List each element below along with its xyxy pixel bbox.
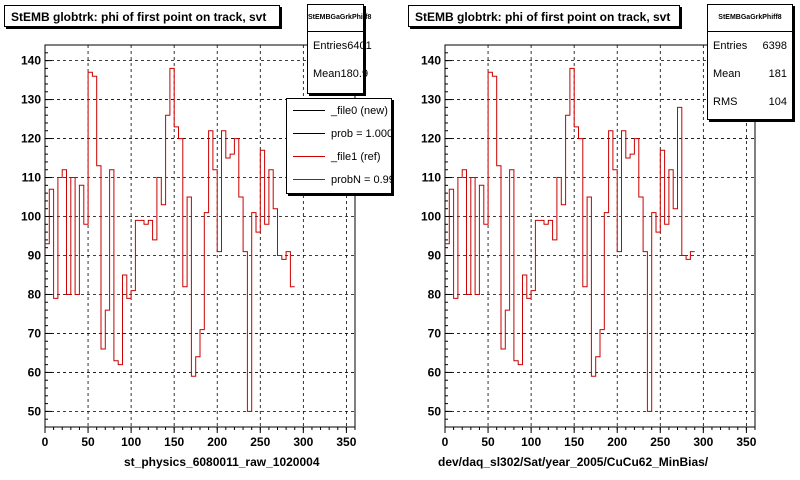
x-tick-label: 300 bbox=[293, 435, 313, 449]
x-axis-label-right: dev/daq_sl302/Sat/year_2005/CuCu62_MinBi… bbox=[438, 455, 709, 469]
x-tick-label: 150 bbox=[164, 435, 184, 449]
legend-entry: _file1 (ref) bbox=[287, 145, 391, 168]
stats-entries-row-right: Entries 6398 bbox=[708, 32, 792, 60]
y-tick-label: 70 bbox=[28, 326, 42, 340]
legend-entry: _file0 (new) bbox=[287, 99, 391, 122]
histogram-right: 0 50 100 150 200 250 300 350 50 60 70 80 90 100 110 120… bbox=[421, 44, 757, 449]
x-axis-label-left: st_physics_6080011_raw_1020004 bbox=[124, 455, 320, 469]
legend-entry: probN = 0.99977 bbox=[287, 168, 391, 191]
x-tick-label: 250 bbox=[250, 435, 270, 449]
stats-mean-value-left: 180.9 bbox=[340, 68, 369, 80]
x-tick-label: 200 bbox=[207, 435, 227, 449]
y-tick-label: 90 bbox=[28, 248, 42, 262]
stats-title-left: StEMBGaGrkPhiff8 bbox=[308, 5, 371, 32]
legend-left: _file0 (new) prob = 1.000000 _file1 (ref… bbox=[286, 98, 392, 194]
y-tick-label: 110 bbox=[422, 171, 442, 185]
y-tick-label: 50 bbox=[28, 404, 42, 418]
y-tick-label: 140 bbox=[421, 54, 441, 68]
stats-entries-label-right: Entries bbox=[713, 40, 748, 52]
legend-swatch bbox=[293, 110, 325, 111]
stats-mean-row-left: Mean 180.9 bbox=[308, 60, 368, 88]
corner-note bbox=[8, 466, 10, 473]
chart-title-right: StEMB globtrk: phi of first point on tra… bbox=[408, 5, 680, 27]
histogram-line-left bbox=[45, 67, 295, 412]
stats-rms-label-right: RMS bbox=[713, 96, 738, 108]
x-tick-label: 350 bbox=[736, 435, 756, 449]
stats-mean-label-left: Mean bbox=[313, 68, 341, 80]
x-tick-label: 150 bbox=[564, 435, 584, 449]
y-tick-label: 140 bbox=[21, 54, 41, 68]
x-tick-label: 100 bbox=[121, 435, 141, 449]
legend-swatch bbox=[293, 156, 325, 157]
legend-label: _file0 (new) bbox=[331, 104, 388, 117]
legend-entry: prob = 1.000000 bbox=[287, 122, 391, 145]
y-tick-label: 110 bbox=[22, 171, 42, 185]
x-tick-label: 200 bbox=[607, 435, 627, 449]
stats-mean-value-right: 181 bbox=[768, 68, 787, 80]
x-tick-label: 50 bbox=[481, 435, 495, 449]
legend-swatch bbox=[293, 179, 325, 180]
legend-label: probN = 0.99977 bbox=[331, 173, 391, 186]
stats-entries-row-left: Entries 6401 bbox=[308, 32, 372, 60]
histogram-line-right bbox=[445, 67, 695, 412]
x-tick-label: 100 bbox=[521, 435, 541, 449]
stats-rms-value-right: 104 bbox=[768, 96, 787, 108]
x-tick-label: 50 bbox=[81, 435, 95, 449]
x-tick-label: 350 bbox=[336, 435, 356, 449]
stats-box-right: StEMBGaGrkPhiff8 Entries 6398 Mean 181 R… bbox=[707, 4, 793, 120]
legend-label: _file1 (ref) bbox=[331, 150, 381, 163]
stats-title-right: StEMBGaGrkPhiff8 bbox=[708, 5, 792, 32]
chart-title-left: StEMB globtrk: phi of first point on tra… bbox=[4, 5, 280, 27]
stats-entries-label-left: Entries bbox=[313, 40, 348, 52]
y-tick-label: 60 bbox=[28, 365, 42, 379]
y-tick-label: 100 bbox=[421, 210, 441, 224]
stats-mean-label-right: Mean bbox=[713, 68, 741, 80]
x-tick-label: 0 bbox=[442, 435, 449, 449]
x-tick-label: 250 bbox=[650, 435, 670, 449]
y-tick-label: 130 bbox=[421, 93, 441, 107]
chart-panel-right: 0 50 100 150 200 250 300 350 50 60 70 80 90 100 110 120… bbox=[400, 0, 800, 480]
histogram-left: 0 50 100 150 200 250 300 350 50 60 70 80 90 100 110 120… bbox=[21, 44, 357, 449]
y-tick-label: 50 bbox=[428, 404, 442, 418]
stats-entries-value-left: 6401 bbox=[347, 40, 372, 52]
stats-mean-row-right: Mean 181 bbox=[708, 60, 792, 88]
stats-entries-value-right: 6398 bbox=[762, 40, 787, 52]
y-tick-label: 100 bbox=[21, 210, 41, 224]
y-tick-label: 130 bbox=[21, 93, 41, 107]
legend-label: prob = 1.000000 bbox=[331, 127, 391, 140]
stats-rms-row-right: RMS 104 bbox=[708, 88, 792, 116]
y-tick-label: 120 bbox=[21, 132, 41, 146]
legend-swatch bbox=[293, 133, 325, 134]
x-tick-label: 300 bbox=[693, 435, 713, 449]
y-tick-label: 70 bbox=[428, 326, 442, 340]
y-tick-label: 80 bbox=[428, 287, 442, 301]
y-tick-label: 90 bbox=[428, 248, 442, 262]
y-tick-label: 60 bbox=[428, 365, 442, 379]
y-tick-label: 120 bbox=[421, 132, 441, 146]
chart-panel-left: 0 50 100 150 200 250 300 350 50 60 70 80 90 100 110 120… bbox=[4, 4, 392, 469]
y-tick-label: 80 bbox=[28, 287, 42, 301]
stats-box-left: StEMBGaGrkPhiff8 Entries 6401 Mean 180.9 bbox=[307, 4, 372, 94]
x-tick-label: 0 bbox=[42, 435, 49, 449]
